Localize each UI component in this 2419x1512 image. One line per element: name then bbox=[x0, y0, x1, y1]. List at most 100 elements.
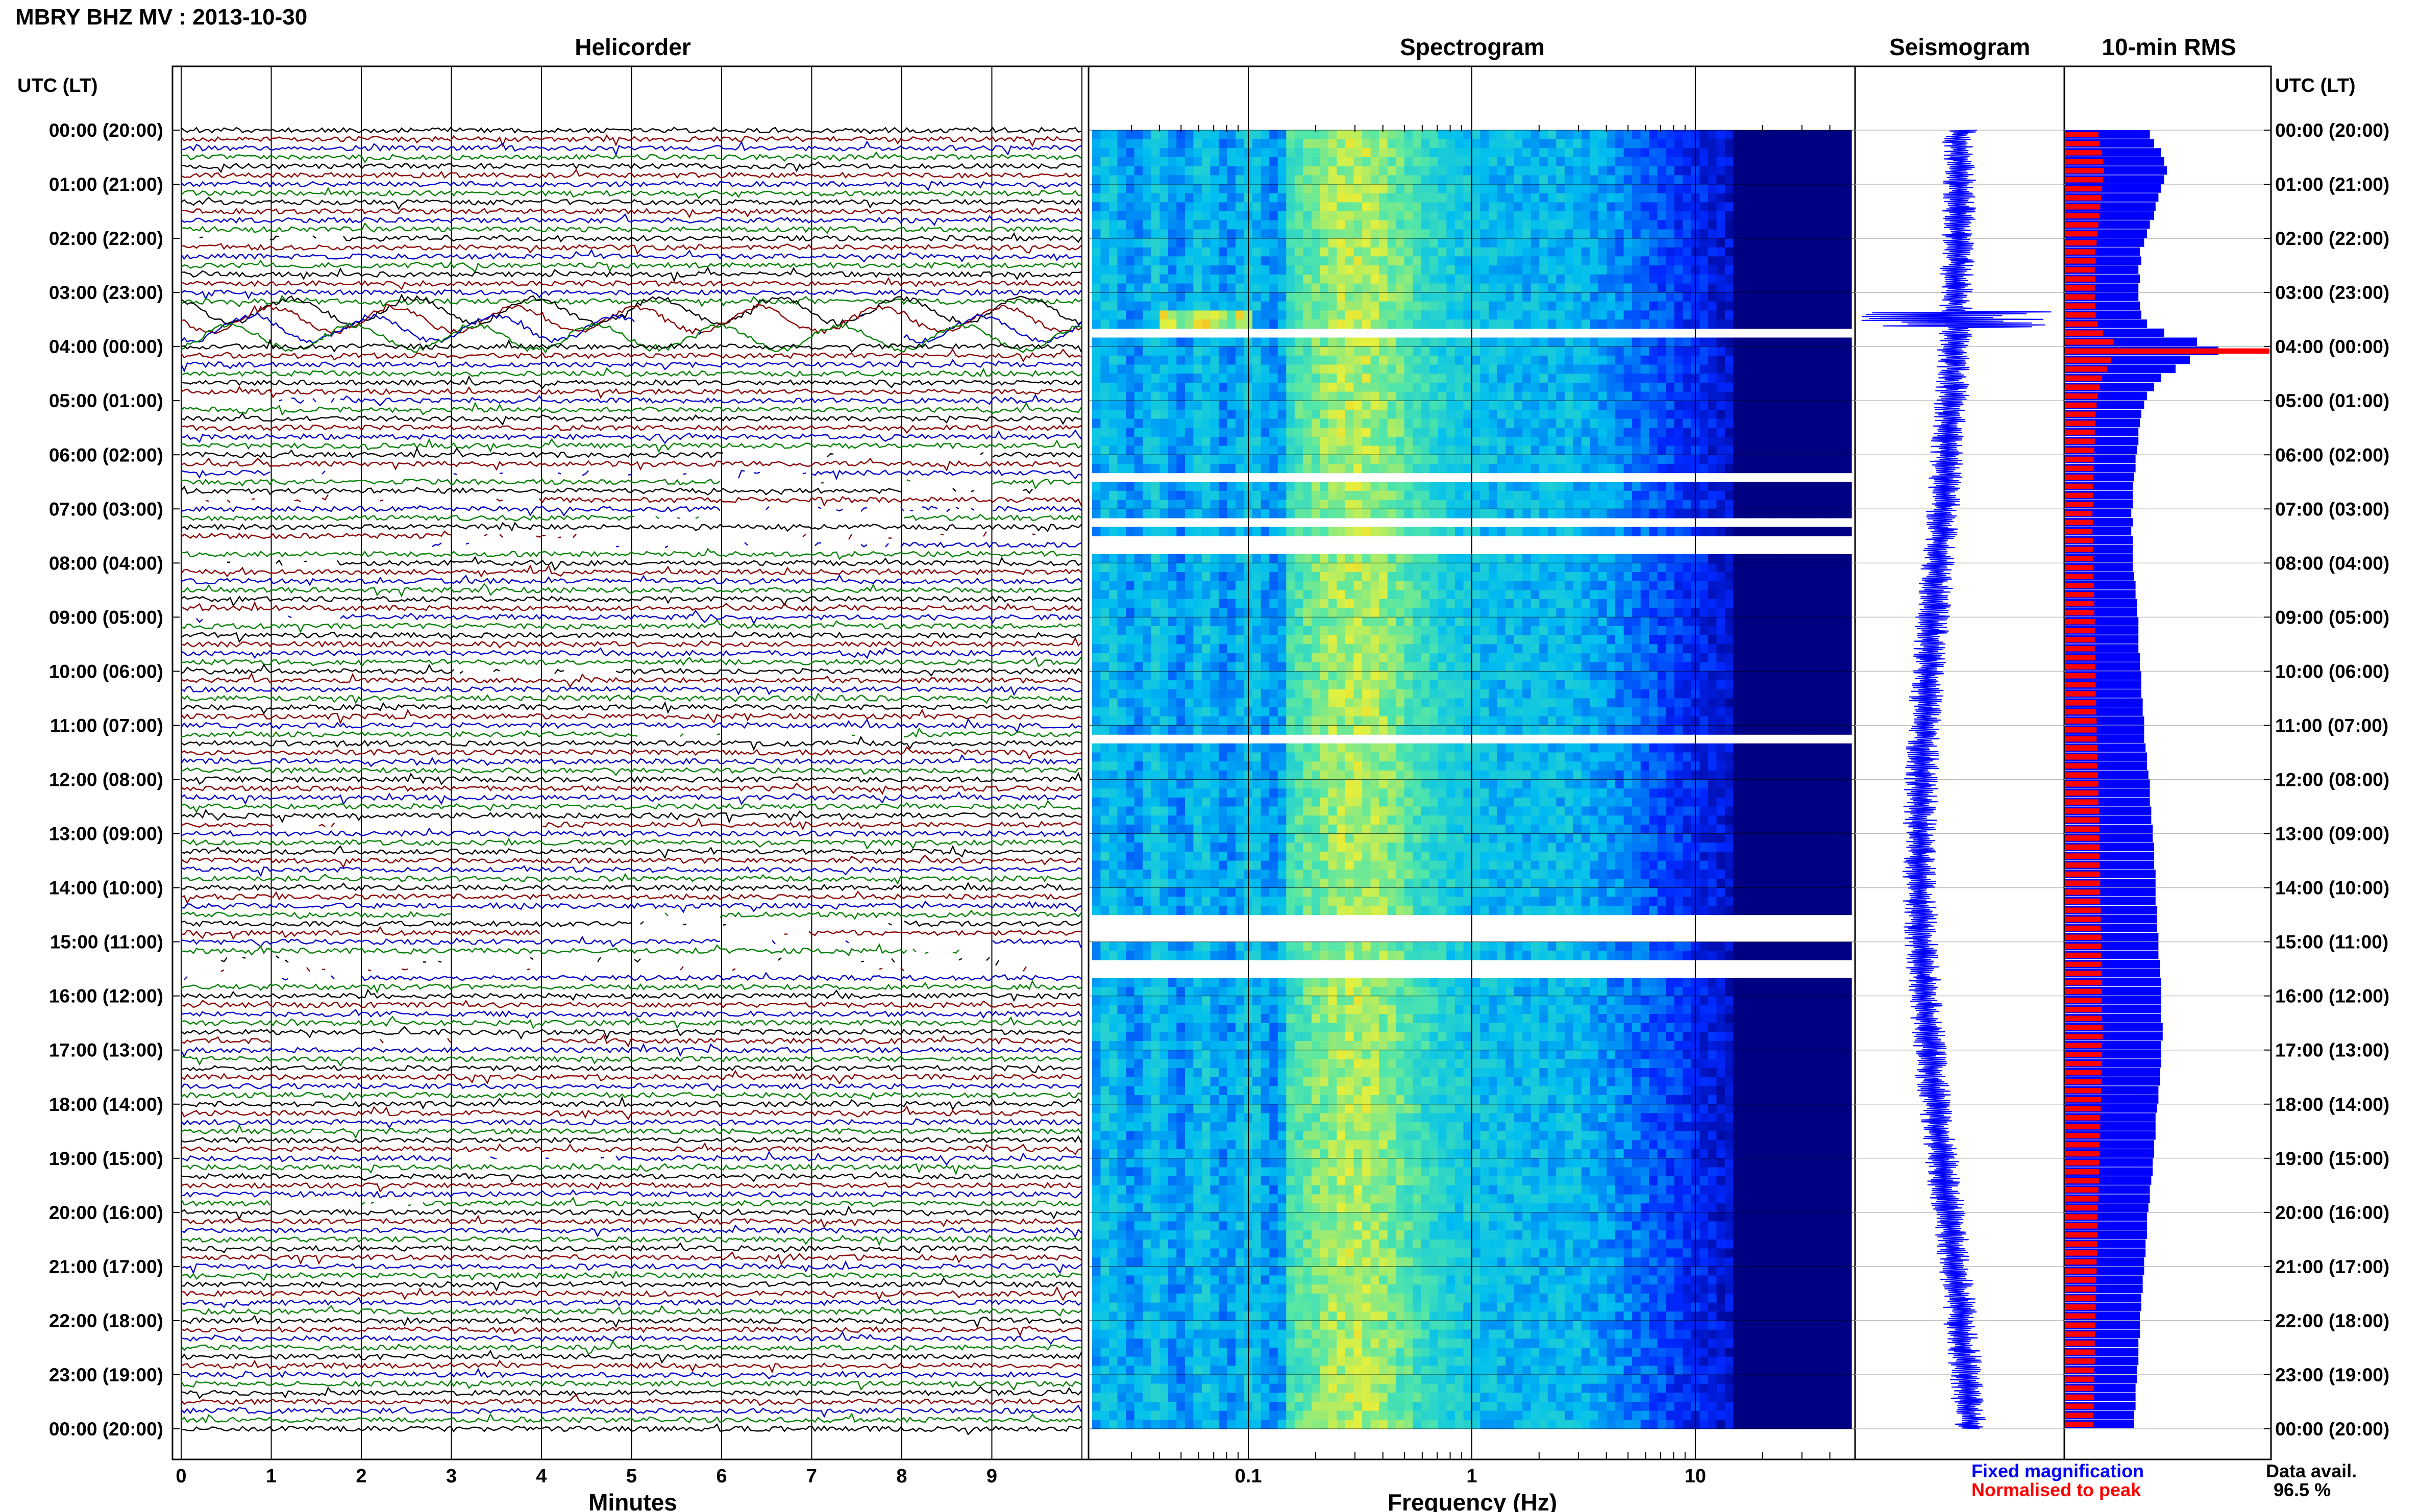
spectrogram-cell bbox=[1497, 401, 1506, 410]
spectrogram-cell bbox=[1421, 581, 1430, 590]
spectrogram-cell bbox=[1168, 202, 1177, 212]
spectrogram-cell bbox=[1792, 229, 1801, 239]
spectrogram-cell bbox=[1683, 355, 1692, 365]
spectrogram-cell bbox=[1716, 265, 1725, 275]
spectrogram-cell bbox=[1826, 364, 1835, 374]
spectrogram-cell bbox=[1514, 355, 1523, 365]
spectrogram-cell bbox=[1699, 391, 1709, 401]
spectrogram-cell bbox=[1708, 274, 1717, 284]
spectrogram-cell bbox=[1489, 301, 1498, 311]
helicorder-trace bbox=[181, 1096, 1082, 1111]
spectrogram-cell bbox=[1210, 590, 1219, 600]
spectrogram-cell bbox=[1370, 463, 1379, 474]
spectrogram-cell bbox=[1100, 455, 1109, 464]
spectrogram-cell bbox=[1404, 220, 1413, 230]
spectrogram-cell bbox=[1269, 301, 1278, 311]
spectrogram-cell bbox=[1573, 310, 1582, 320]
spectrogram-cell bbox=[1826, 283, 1835, 293]
spectrogram-cell bbox=[1294, 391, 1303, 401]
spectrogram-cell bbox=[1725, 617, 1734, 627]
spectrogram-cell bbox=[1607, 346, 1616, 356]
spectrogram-cell bbox=[1784, 554, 1793, 563]
spectrogram-cell bbox=[1421, 283, 1430, 293]
spectrogram-cell bbox=[1286, 500, 1295, 509]
spectrogram-cell bbox=[1531, 391, 1540, 401]
spectrogram-cell bbox=[1286, 211, 1295, 221]
spectrogram-cell bbox=[1590, 355, 1599, 365]
spectrogram-cell bbox=[1303, 139, 1312, 148]
spectrogram-cell bbox=[1649, 554, 1658, 563]
spectrogram-cell bbox=[1168, 599, 1177, 609]
spectrogram-cell bbox=[1219, 193, 1228, 203]
spectrogram-cell bbox=[1353, 346, 1363, 356]
spectrogram-cell bbox=[1800, 590, 1810, 600]
spectrogram-cell bbox=[1109, 364, 1118, 374]
spectrogram-cell bbox=[1531, 265, 1540, 275]
spectrogram-cell bbox=[1193, 409, 1202, 419]
spectrogram-cell bbox=[1379, 337, 1388, 347]
spectrogram-cell bbox=[1176, 445, 1186, 455]
spectrogram-cell bbox=[1219, 211, 1228, 221]
spectrogram-cell bbox=[1303, 211, 1312, 221]
spectrogram-cell bbox=[1370, 617, 1379, 627]
spectrogram-cell bbox=[1100, 148, 1109, 158]
spectrogram-cell bbox=[1640, 554, 1649, 563]
spectrogram-cell bbox=[1143, 193, 1152, 203]
spectrogram-cell bbox=[1463, 581, 1472, 590]
helicorder-trace bbox=[180, 1105, 1082, 1121]
spectrogram-cell bbox=[1784, 148, 1793, 158]
helicorder-trace bbox=[181, 402, 1082, 416]
spectrogram-cell bbox=[1573, 364, 1582, 374]
spectrogram-cell bbox=[1396, 635, 1405, 645]
spectrogram-cell bbox=[1320, 608, 1329, 617]
spectrogram-cell bbox=[1337, 428, 1346, 437]
spectrogram-cell bbox=[1210, 436, 1219, 447]
spectrogram-cell bbox=[1143, 211, 1152, 221]
spectrogram-cell bbox=[1547, 130, 1557, 140]
spectrogram-cell bbox=[1607, 247, 1616, 257]
spectrogram-cell bbox=[1716, 310, 1725, 320]
spectrogram-cell bbox=[1311, 626, 1320, 636]
spectrogram-cell bbox=[1809, 391, 1818, 401]
spectrogram-cell bbox=[1210, 482, 1219, 491]
spectrogram-cell bbox=[1699, 409, 1709, 419]
spectrogram-cell bbox=[1320, 337, 1329, 347]
spectrogram-cell bbox=[1489, 220, 1498, 230]
spectrogram-cell bbox=[1303, 455, 1312, 464]
spectrogram-cell bbox=[1742, 599, 1751, 609]
spectrogram-cell bbox=[1800, 382, 1810, 392]
spectrogram-cell bbox=[1294, 310, 1303, 320]
spectrogram-cell bbox=[1303, 175, 1312, 185]
spectrogram-cell bbox=[1159, 193, 1169, 203]
spectrogram-cell bbox=[1497, 247, 1506, 257]
spectrogram-cell bbox=[1387, 364, 1396, 374]
spectrogram-cell bbox=[1750, 445, 1759, 455]
spectrogram-cell bbox=[1311, 445, 1320, 455]
spectrogram-cell bbox=[1134, 374, 1143, 383]
helicorder-trace bbox=[181, 701, 1082, 715]
spectrogram-cell bbox=[1421, 184, 1430, 194]
spectrogram-cell bbox=[1159, 463, 1169, 474]
spectrogram-cell bbox=[1387, 211, 1396, 221]
spectrogram-cell bbox=[1556, 401, 1565, 410]
spectrogram-cell bbox=[1514, 617, 1523, 627]
spectrogram-cell bbox=[1683, 148, 1692, 158]
spectrogram-cell bbox=[1531, 139, 1540, 148]
spectrogram-cell bbox=[1750, 355, 1759, 365]
spectrogram-cell bbox=[1480, 563, 1489, 573]
spectrogram-cell bbox=[1649, 608, 1658, 617]
spectrogram-cell bbox=[1800, 292, 1810, 302]
spectrogram-cell bbox=[1092, 445, 1101, 455]
spectrogram-cell bbox=[1184, 310, 1194, 320]
spectrogram-cell bbox=[1126, 337, 1135, 347]
spectrogram-cell bbox=[1413, 608, 1422, 617]
spectrogram-cell bbox=[1421, 274, 1430, 284]
spectrogram-cell bbox=[1210, 581, 1219, 590]
spectrogram-cell bbox=[1750, 500, 1759, 509]
spectrogram-cell bbox=[1311, 292, 1320, 302]
spectrogram-cell bbox=[1143, 355, 1152, 365]
spectrogram-cell bbox=[1623, 130, 1633, 140]
spectrogram-cell bbox=[1294, 184, 1303, 194]
spectrogram-cell bbox=[1446, 418, 1455, 428]
spectrogram-cell bbox=[1269, 563, 1278, 573]
